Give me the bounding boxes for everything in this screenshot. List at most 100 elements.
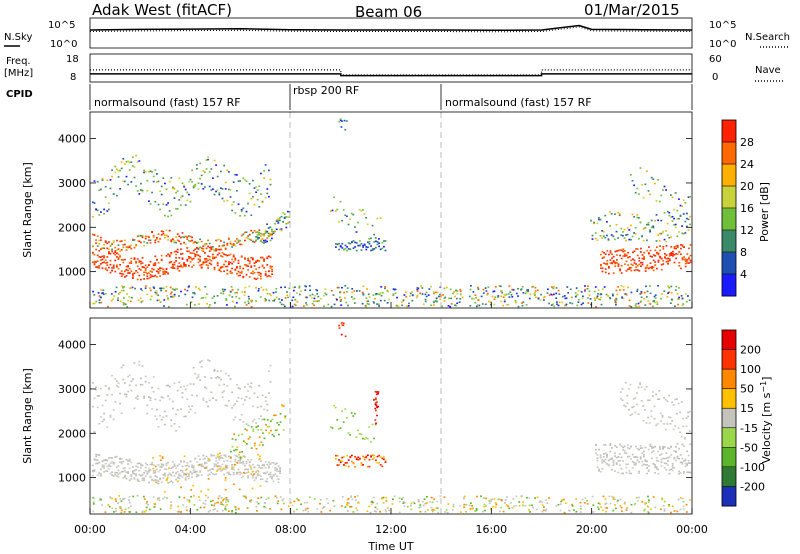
power-return-cell: [119, 291, 121, 294]
velocity-return-cell: [227, 500, 230, 503]
velocity-return-cell: [265, 498, 268, 500]
power-return-cell: [377, 303, 380, 305]
power-return-cell: [98, 256, 101, 258]
velocity-return-cell: [244, 386, 246, 388]
power-return-cell: [112, 252, 115, 255]
velocity-return-cell: [518, 501, 521, 503]
velocity-return-cell: [273, 435, 275, 437]
velocity-return-cell: [684, 459, 687, 462]
power-return-cell: [180, 248, 182, 251]
velocity-return-cell: [119, 507, 122, 509]
velocity-return-cell: [244, 464, 246, 467]
power-return-cell: [98, 243, 101, 245]
velocity-return-cell: [260, 496, 263, 499]
power-return-cell: [662, 189, 664, 191]
power-return-cell: [149, 260, 152, 263]
power-return-cell: [625, 293, 628, 296]
power-return-cell: [319, 297, 322, 300]
velocity-return-cell: [599, 454, 602, 456]
power-return-cell: [168, 305, 170, 308]
velocity-return-cell: [138, 469, 141, 472]
power-return-cell: [356, 290, 358, 292]
velocity-return-cell: [93, 497, 95, 500]
power-return-cell: [103, 213, 105, 215]
power-return-cell: [616, 250, 618, 252]
power-return-cell: [599, 218, 602, 221]
velocity-return-cell: [250, 472, 253, 475]
velocity-return-cell: [183, 472, 185, 475]
velocity-return-cell: [339, 459, 342, 462]
velocity-return-cell: [234, 458, 237, 461]
power-return-cell: [272, 232, 275, 234]
velocity-return-cell: [104, 470, 107, 472]
power-return-cell: [212, 256, 214, 258]
velocity-return-cell: [255, 422, 257, 424]
velocity-return-cell: [260, 467, 262, 469]
power-return-cell: [615, 224, 618, 226]
velocity-return-cell: [385, 500, 388, 502]
velocity-return-cell: [269, 381, 272, 383]
velocity-return-cell: [248, 397, 251, 400]
velocity-return-cell: [207, 405, 209, 408]
velocity-return-cell: [244, 495, 247, 498]
velocity-return-cell: [367, 465, 369, 468]
velocity-return-cell: [275, 496, 278, 499]
power-return-cell: [654, 249, 657, 252]
power-return-cell: [178, 270, 181, 272]
velocity-return-cell: [157, 497, 159, 500]
velocity-return-cell: [266, 409, 269, 412]
power-return-cell: [124, 243, 126, 246]
power-return-cell: [461, 296, 464, 299]
velocity-return-cell: [272, 461, 275, 464]
velocity-return-cell: [200, 464, 203, 467]
power-return-cell: [633, 216, 635, 218]
velocity-return-cell: [687, 459, 690, 462]
power-return-cell: [630, 238, 632, 241]
power-return-cell: [98, 250, 101, 252]
freq-panel-frame: [89, 53, 693, 83]
power-return-cell: [387, 290, 389, 293]
velocity-return-cell: [675, 451, 677, 453]
velocity-return-cell: [646, 460, 648, 463]
power-return-cell: [184, 243, 187, 245]
velocity-return-cell: [215, 457, 217, 459]
power-return-cell: [199, 162, 201, 165]
power-return-cell: [534, 294, 536, 296]
power-return-cell: [622, 234, 624, 237]
velocity-return-cell: [238, 434, 240, 437]
power-return-cell: [181, 258, 184, 260]
velocity-return-cell: [375, 459, 377, 462]
xtick-label-4: 16:00: [475, 523, 507, 536]
power-return-cell: [261, 234, 264, 236]
power-return-cell: [100, 259, 102, 261]
velocity-return-cell: [573, 509, 575, 511]
power-return-cell: [359, 244, 361, 247]
power-return-cell: [492, 290, 495, 293]
power-return-cell: [144, 287, 147, 289]
power-return-cell: [261, 241, 264, 244]
power-return-cell: [207, 245, 209, 248]
velocity-return-cell: [182, 504, 185, 506]
velocity-return-cell: [221, 396, 224, 398]
velocity-return-cell: [646, 464, 648, 466]
power-return-cell: [403, 294, 406, 296]
power-return-cell: [612, 255, 615, 258]
power-return-cell: [111, 269, 113, 272]
velocity-return-cell: [180, 386, 182, 388]
power-return-cell: [660, 268, 663, 271]
velocity-return-cell: [329, 509, 331, 512]
power-return-cell: [497, 295, 500, 297]
power-return-cell: [205, 159, 208, 161]
velocity-return-cell: [682, 505, 685, 508]
velocity-return-cell: [647, 511, 650, 514]
power-return-cell: [140, 301, 143, 303]
power-return-cell: [199, 260, 201, 262]
power-return-cell: [667, 257, 669, 260]
power-return-cell: [686, 262, 689, 264]
power-return-cell: [248, 192, 251, 195]
power-return-cell: [262, 289, 265, 291]
velocity-return-cell: [237, 397, 240, 399]
velocity-return-cell: [116, 466, 118, 469]
velocity-return-cell: [654, 506, 657, 509]
power-return-cell: [101, 292, 104, 294]
